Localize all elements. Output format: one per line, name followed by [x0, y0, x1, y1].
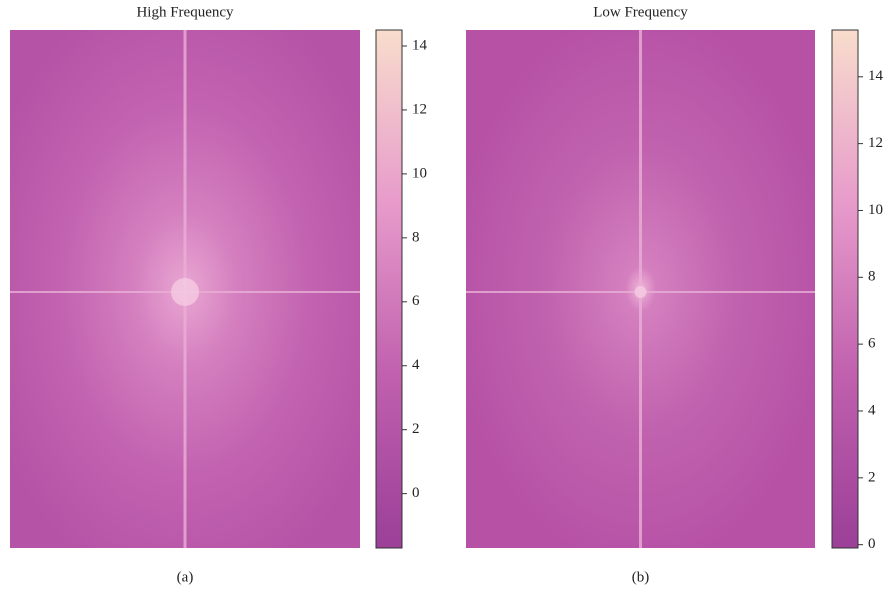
spectrum-center — [171, 278, 199, 306]
colorbar-tick-label: 0 — [412, 485, 420, 501]
colorbar-tick-label: 12 — [868, 135, 883, 151]
spectrum-center — [634, 286, 647, 298]
colorbar-tick-label: 6 — [412, 293, 420, 309]
colorbar-tick-label: 10 — [868, 202, 883, 218]
colorbar-tick-label: 10 — [412, 165, 427, 181]
colorbar — [831, 29, 859, 549]
colorbar-tick-label: 12 — [412, 101, 427, 117]
colorbar-tick-label: 14 — [412, 37, 428, 53]
colorbar-tick-label: 6 — [868, 336, 876, 352]
chart-title: Low Frequency — [593, 4, 688, 20]
colorbar-tick-label: 0 — [868, 536, 876, 552]
colorbar-tick-label: 2 — [412, 421, 420, 437]
colorbar — [375, 29, 403, 549]
colorbar-tick-label: 14 — [868, 68, 884, 84]
colorbar-tick-label: 4 — [868, 402, 876, 418]
colorbar-tick-label: 2 — [868, 469, 876, 485]
colorbar-tick-label: 4 — [412, 357, 420, 373]
colorbar-tick-label: 8 — [868, 269, 876, 285]
caption: (a) — [177, 569, 194, 585]
colorbar-tick-label: 8 — [412, 229, 420, 245]
chart-title: High Frequency — [136, 4, 234, 20]
caption: (b) — [632, 569, 650, 585]
